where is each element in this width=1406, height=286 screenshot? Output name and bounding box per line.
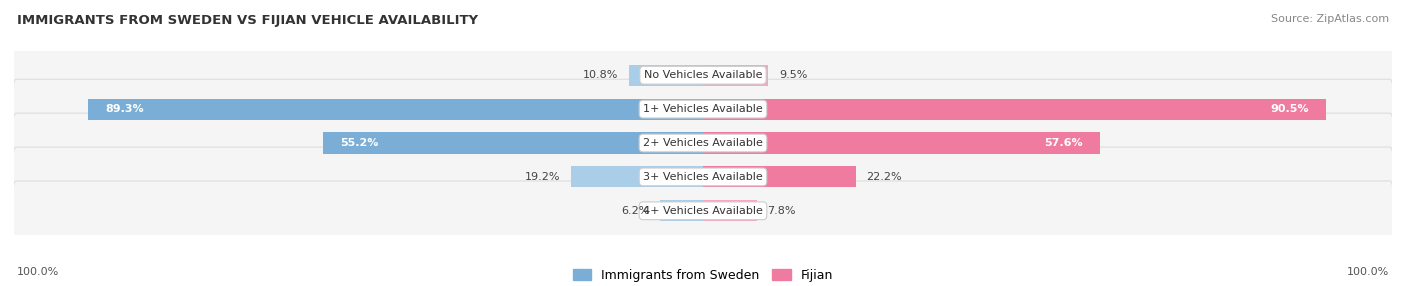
- Text: 9.5%: 9.5%: [779, 70, 807, 80]
- Text: 2+ Vehicles Available: 2+ Vehicles Available: [643, 138, 763, 148]
- Bar: [628, 65, 703, 86]
- Text: 7.8%: 7.8%: [768, 206, 796, 216]
- Text: 1+ Vehicles Available: 1+ Vehicles Available: [643, 104, 763, 114]
- FancyBboxPatch shape: [13, 147, 1393, 207]
- Bar: [703, 132, 1099, 154]
- Bar: [661, 200, 703, 221]
- Bar: [87, 99, 703, 120]
- FancyBboxPatch shape: [13, 79, 1393, 139]
- FancyBboxPatch shape: [13, 45, 1393, 105]
- Text: 90.5%: 90.5%: [1271, 104, 1309, 114]
- Text: 100.0%: 100.0%: [17, 267, 59, 277]
- Text: 89.3%: 89.3%: [105, 104, 143, 114]
- Legend: Immigrants from Sweden, Fijian: Immigrants from Sweden, Fijian: [568, 264, 838, 286]
- Bar: [703, 166, 856, 187]
- FancyBboxPatch shape: [13, 113, 1393, 173]
- Text: 22.2%: 22.2%: [866, 172, 901, 182]
- FancyBboxPatch shape: [13, 181, 1393, 241]
- Text: Source: ZipAtlas.com: Source: ZipAtlas.com: [1271, 14, 1389, 24]
- Text: 10.8%: 10.8%: [583, 70, 619, 80]
- Text: 19.2%: 19.2%: [524, 172, 561, 182]
- Text: 100.0%: 100.0%: [1347, 267, 1389, 277]
- Text: 3+ Vehicles Available: 3+ Vehicles Available: [643, 172, 763, 182]
- Text: 57.6%: 57.6%: [1045, 138, 1083, 148]
- Text: 55.2%: 55.2%: [340, 138, 378, 148]
- Bar: [703, 200, 756, 221]
- Bar: [323, 132, 703, 154]
- Bar: [703, 99, 1326, 120]
- Text: 6.2%: 6.2%: [621, 206, 650, 216]
- Bar: [571, 166, 703, 187]
- Text: IMMIGRANTS FROM SWEDEN VS FIJIAN VEHICLE AVAILABILITY: IMMIGRANTS FROM SWEDEN VS FIJIAN VEHICLE…: [17, 14, 478, 27]
- Text: No Vehicles Available: No Vehicles Available: [644, 70, 762, 80]
- Bar: [703, 65, 769, 86]
- Text: 4+ Vehicles Available: 4+ Vehicles Available: [643, 206, 763, 216]
